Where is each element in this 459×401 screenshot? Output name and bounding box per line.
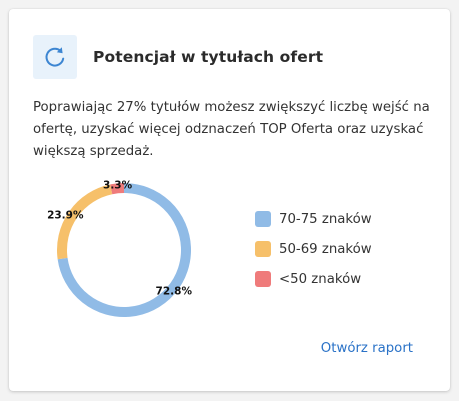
legend-label: 50-69 znaków: [279, 241, 372, 257]
open-report-link[interactable]: Otwórz raport: [320, 341, 413, 356]
donut-slice: [57, 183, 191, 317]
potential-card: Potencjał w tytułach ofert Poprawiając 2…: [9, 9, 450, 391]
card-description: Poprawiając 27% tytułów możesz zwiększyć…: [33, 100, 430, 159]
legend-swatch: [255, 241, 271, 257]
legend-swatch: [255, 211, 271, 227]
legend-label: <50 znaków: [279, 271, 362, 287]
slice-value-label: 23.9%: [47, 209, 84, 221]
donut-svg: 72.8% 23.9% 3.3%: [47, 179, 193, 317]
refresh-icon-box: [33, 35, 77, 79]
slice-value-label: 72.8%: [156, 286, 193, 298]
legend-item: 70-75 znaków: [255, 204, 372, 234]
slice-value-label: 3.3%: [103, 179, 133, 191]
legend-item: 50-69 znaków: [255, 234, 372, 264]
donut-slice: [110, 183, 125, 195]
card-title: Potencjał w tytułach ofert: [93, 48, 324, 66]
donut-slice: [57, 184, 113, 260]
title-length-donut-chart: 72.8% 23.9% 3.3%: [47, 175, 199, 325]
legend-label: 70-75 znaków: [279, 211, 372, 227]
legend-swatch: [255, 271, 271, 287]
card-header: Potencjał w tytułach ofert: [33, 35, 323, 79]
chart-legend: 70-75 znaków 50-69 znaków <50 znaków: [255, 204, 372, 294]
refresh-icon: [45, 47, 65, 67]
legend-item: <50 znaków: [255, 264, 372, 294]
